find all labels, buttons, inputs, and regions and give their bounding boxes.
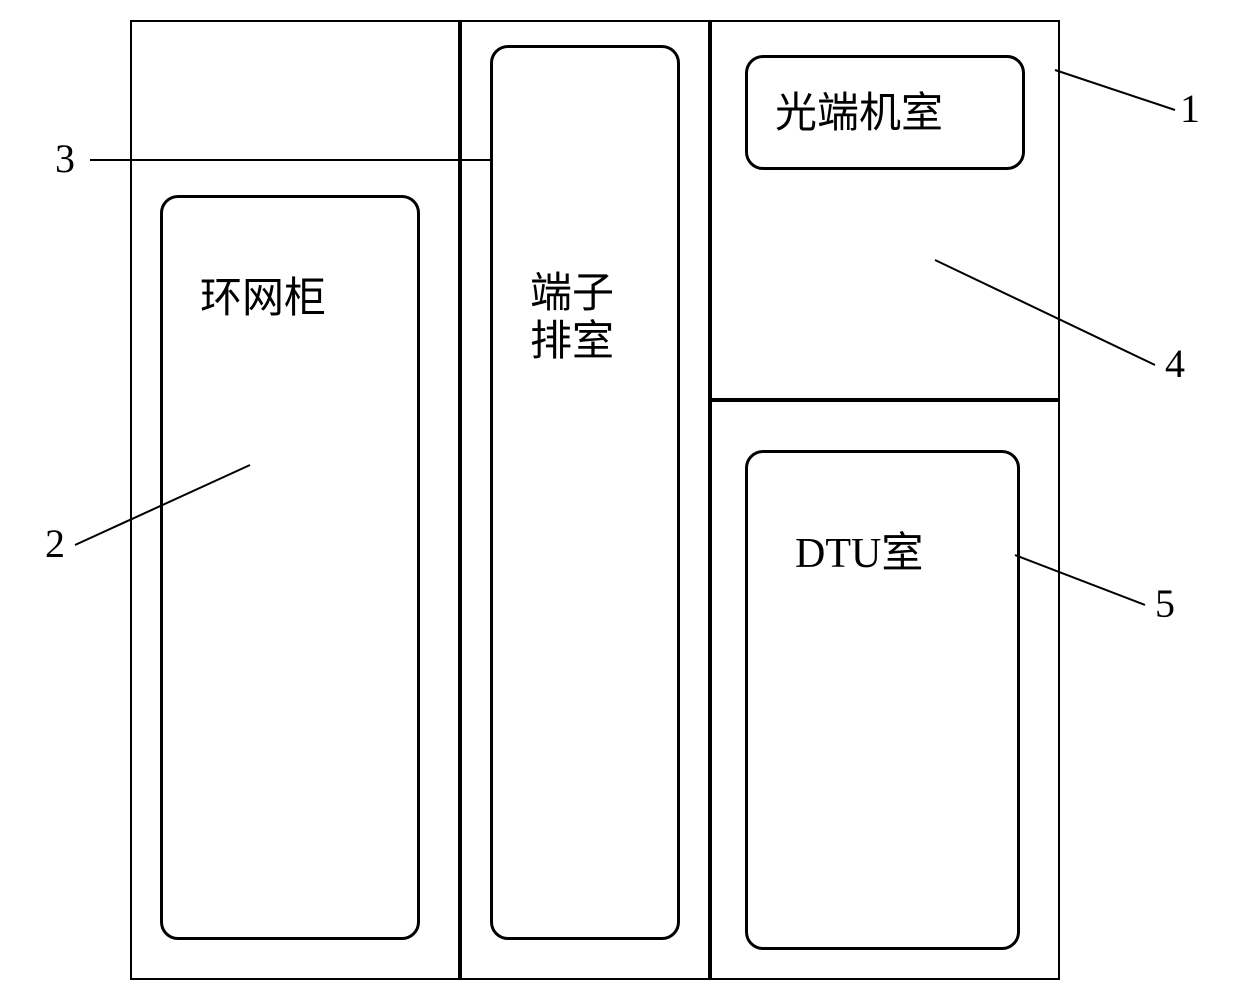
label-dtu-room: DTU室 xyxy=(795,530,923,578)
box-terminal-room xyxy=(490,45,680,940)
box-dtu-room xyxy=(745,450,1020,950)
callout-3: 3 xyxy=(55,135,75,182)
callout-1: 1 xyxy=(1180,85,1200,132)
label-ring-cabinet: 环网柜 xyxy=(200,275,326,323)
diagram-canvas: 环网柜 端子 排室 光端机室 DTU室 1 2 3 4 5 xyxy=(0,0,1240,1003)
label-terminal-room: 端子 排室 xyxy=(530,270,614,367)
label-optical-room: 光端机室 xyxy=(775,90,943,138)
callout-5: 5 xyxy=(1155,580,1175,627)
callout-4: 4 xyxy=(1165,340,1185,387)
callout-2: 2 xyxy=(45,520,65,567)
